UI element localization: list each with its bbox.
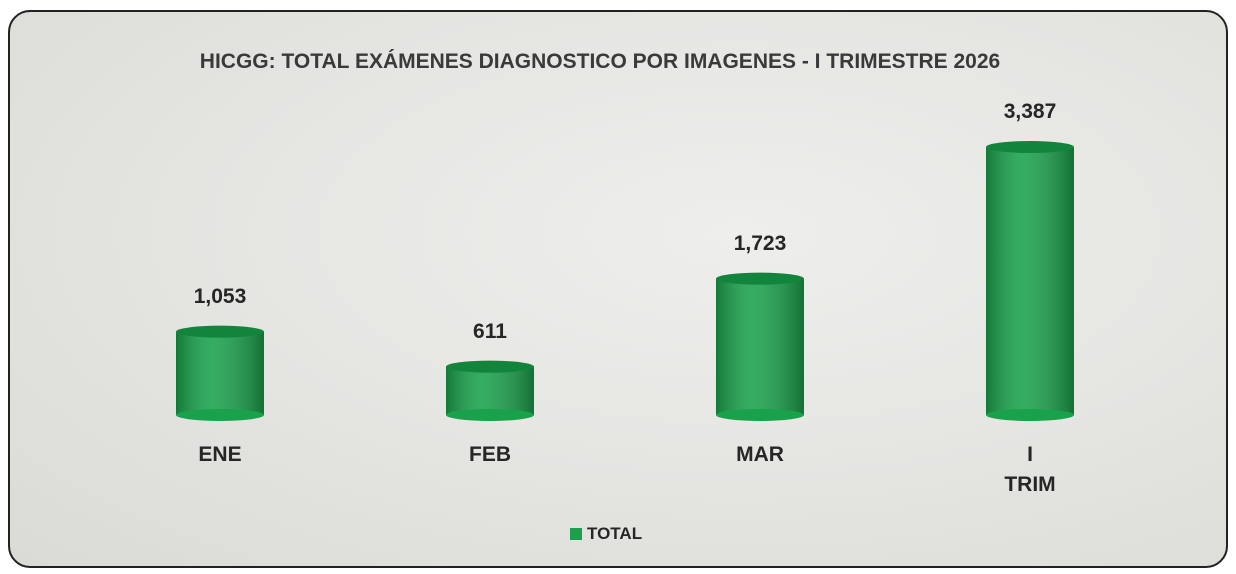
data-label: 3,387 xyxy=(970,100,1090,124)
chart: HICGG: TOTAL EXÁMENES DIAGNOSTICO POR IM… xyxy=(8,10,1228,568)
legend: TOTAL xyxy=(570,524,642,544)
data-label: 611 xyxy=(430,320,550,344)
bar-shade xyxy=(176,332,264,415)
bar-shade xyxy=(446,367,534,415)
x-tick-label: I TRIM xyxy=(1000,440,1060,500)
legend-label: TOTAL xyxy=(587,524,642,544)
chart-title: HICGG: TOTAL EXÁMENES DIAGNOSTICO POR IM… xyxy=(160,47,1040,77)
bar-top xyxy=(716,273,804,285)
x-tick-label: FEB xyxy=(460,440,520,470)
bar-base xyxy=(446,409,534,421)
data-label: 1,723 xyxy=(700,232,820,256)
bar-base xyxy=(176,409,264,421)
bar-shade xyxy=(716,279,804,415)
bar-base xyxy=(986,409,1074,421)
bar-top xyxy=(446,361,534,373)
bar-top xyxy=(986,141,1074,153)
legend-swatch xyxy=(570,528,582,540)
x-tick-label: MAR xyxy=(730,440,790,470)
data-label: 1,053 xyxy=(160,285,280,309)
x-tick-label: ENE xyxy=(190,440,250,470)
bar-shade xyxy=(986,147,1074,415)
bar-base xyxy=(716,409,804,421)
bar-top xyxy=(176,326,264,338)
